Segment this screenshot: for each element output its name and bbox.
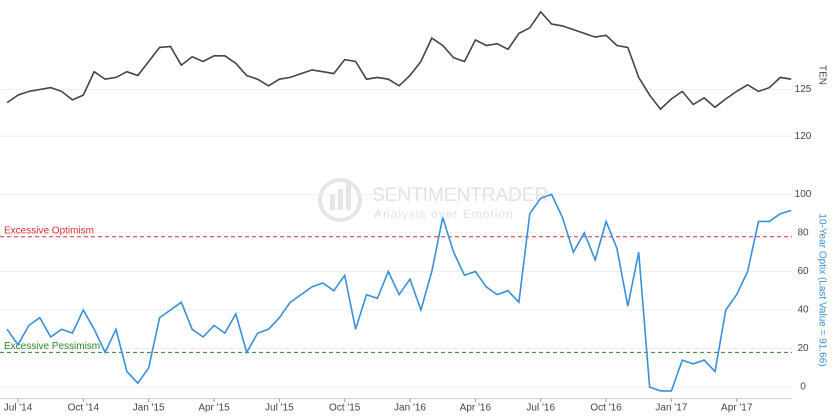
axis-label: TEN (816, 65, 827, 85)
watermark-logo (338, 189, 343, 210)
x-tick-label: Jul '16 (526, 403, 555, 414)
watermark-tagline: Analysis over Emotion (374, 207, 514, 221)
x-tick-label: Jan '15 (133, 403, 165, 414)
axis-label: 10-Year Optix (Last Value = 91.66) (816, 213, 827, 366)
y-tick-label: 20 (797, 343, 809, 354)
reference-label: Excessive Pessimism (4, 341, 100, 352)
y-tick-label: 40 (797, 305, 809, 316)
y-tick-label: 120 (795, 131, 812, 142)
watermark-logo (318, 178, 362, 222)
x-tick-label: Jan '16 (394, 403, 426, 414)
y-tick-label: 60 (797, 266, 809, 277)
x-tick-label: Apr '15 (198, 403, 230, 414)
x-tick-label: Oct '16 (590, 403, 622, 414)
x-tick-label: Jan '17 (655, 403, 687, 414)
x-tick-label: Jul '15 (265, 403, 294, 414)
x-tick-label: Jul '14 (4, 403, 33, 414)
x-tick-label: Apr '16 (460, 403, 492, 414)
y-tick-label: 100 (795, 189, 812, 200)
x-tick-label: Oct '15 (329, 403, 361, 414)
watermark-brand: SENTIMENTRADER (372, 185, 548, 206)
watermark-logo (330, 195, 335, 210)
x-tick-label: Apr '17 (721, 403, 753, 414)
data-line (6, 10, 792, 111)
reference-label: Excessive Optimism (4, 225, 94, 236)
watermark: SENTIMENTRADER Analysis over Emotion (318, 178, 548, 222)
x-tick-label: Oct '14 (68, 403, 100, 414)
y-tick-label: 0 (800, 382, 806, 393)
watermark-logo (346, 183, 351, 210)
y-tick-label: 80 (797, 228, 809, 239)
y-tick-label: 125 (795, 84, 812, 95)
data-line (6, 193, 792, 392)
